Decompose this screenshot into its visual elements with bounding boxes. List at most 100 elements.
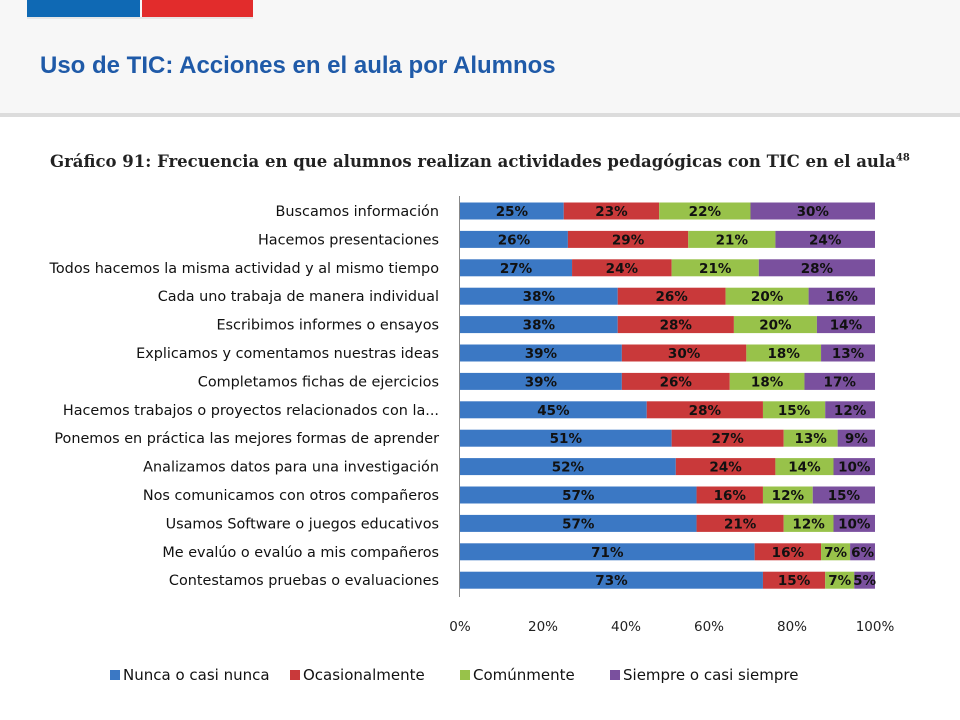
data-label: 24% [709,460,742,476]
data-label: 28% [689,403,722,419]
bar-segment [460,259,573,277]
category-label: Todos hacemos la misma actividad y al mi… [49,261,440,277]
data-label: 73% [595,573,628,589]
data-label: 21% [724,516,757,532]
data-label: 26% [498,232,531,248]
bar-segment [460,486,697,504]
data-label: 20% [751,289,784,305]
bar-segment [460,543,755,561]
bar-segment [460,344,622,362]
data-label: 21% [699,261,732,277]
chart-title-text: Gráfico 91: Frecuencia en que alumnos re… [50,152,896,171]
data-label: 7% [828,573,851,589]
bar-segment [460,514,697,532]
legend-label: Siempre o casi siempre [623,666,798,684]
bar-segment [758,259,875,277]
category-label: Completamos fichas de ejercicios [198,374,439,390]
legend-swatch [460,670,470,680]
legend-label: Comúnmente [473,666,575,684]
bar-segment [762,486,813,504]
bar-segment [729,372,805,390]
bar-segment [821,344,875,362]
data-label: 18% [768,346,801,362]
data-label: 16% [826,289,859,305]
slide-title: Uso de TIC: Acciones en el aula por Alum… [40,52,556,79]
data-label: 14% [830,318,863,334]
bar-segment [675,458,776,476]
category-label: Escribimos informes o ensayos [216,318,439,334]
category-label: Nos comunicamos con otros compañeros [143,488,439,504]
bar-segment [812,486,875,504]
legend: Nunca o casi nunca Ocasionalmente Comúnmen… [110,666,798,684]
bar-segment [460,458,676,476]
bar-segment [617,316,734,334]
flag-blue-stripe [27,0,140,17]
data-label: 13% [795,431,828,447]
category-label: Explicamos y comentamos nuestras ideas [136,346,439,362]
data-label: 26% [655,289,688,305]
data-label: 29% [612,232,645,248]
chart-title: Gráfico 91: Frecuencia en que alumnos re… [50,152,910,171]
data-label: 6% [851,545,874,561]
data-label: 30% [797,204,830,220]
category-label: Hacemos presentaciones [258,232,439,248]
data-label: 51% [550,431,583,447]
bar-segment [816,316,875,334]
category-label: Contestamos pruebas o evaluaciones [169,573,439,589]
category-label: Cada uno trabaja de manera individual [158,289,439,305]
bar-segment [762,571,826,589]
x-tick-label: 20% [528,619,558,635]
data-label: 16% [772,545,805,561]
bar-segment [808,287,875,305]
bar-segment [460,401,647,419]
x-tick-label: 0% [449,619,471,635]
data-label: 10% [838,516,871,532]
bar-segment [621,344,747,362]
bar-segment [750,202,875,220]
data-label: 57% [562,516,595,532]
category-label: Me evalúo o evalúo a mis compañeros [162,545,439,561]
bar-segment [460,316,618,334]
data-label: 15% [778,573,811,589]
category-label: Hacemos trabajos o proyectos relacionado… [63,403,439,419]
chart-title-footnote: 48 [895,152,910,164]
slide-header: Uso de TIC: Acciones en el aula por Alum… [0,0,960,117]
bar-segment [460,372,622,390]
bar-segment [850,543,875,561]
bar-segment [821,543,851,561]
bar-segment [833,458,875,476]
bar-segment [754,543,822,561]
bar-segment [746,344,822,362]
data-label: 10% [838,460,871,476]
data-label: 52% [552,460,585,476]
bar-segment [775,458,834,476]
bar-segment [621,372,730,390]
data-label: 28% [801,261,834,277]
bar-segment [460,230,568,248]
data-label: 27% [712,431,745,447]
legend-swatch [290,670,300,680]
data-label: 39% [525,374,558,390]
bar-segment [572,259,672,277]
data-label: 16% [714,488,747,504]
data-label: 30% [668,346,701,362]
bar-segment [775,230,875,248]
data-label: 7% [824,545,847,561]
bar-segment [688,230,776,248]
bar-segment [460,287,618,305]
data-label: 24% [606,261,639,277]
data-label: 57% [562,488,595,504]
bar-segment [696,514,784,532]
data-label: 18% [751,374,784,390]
data-label: 24% [809,232,842,248]
category-label: Buscamos información [276,204,439,220]
category-label: Usamos Software o juegos educativos [166,516,439,532]
legend-swatch [110,670,120,680]
legend-swatch [610,670,620,680]
data-label: 12% [792,516,825,532]
data-label: 23% [595,204,628,220]
data-label: 45% [537,403,570,419]
bar-segment [762,401,826,419]
bars-group: 25% 23% 22% 30% 26% 29% 21% 24% 27% 24% 21% 28% 38% 2… [460,202,877,589]
